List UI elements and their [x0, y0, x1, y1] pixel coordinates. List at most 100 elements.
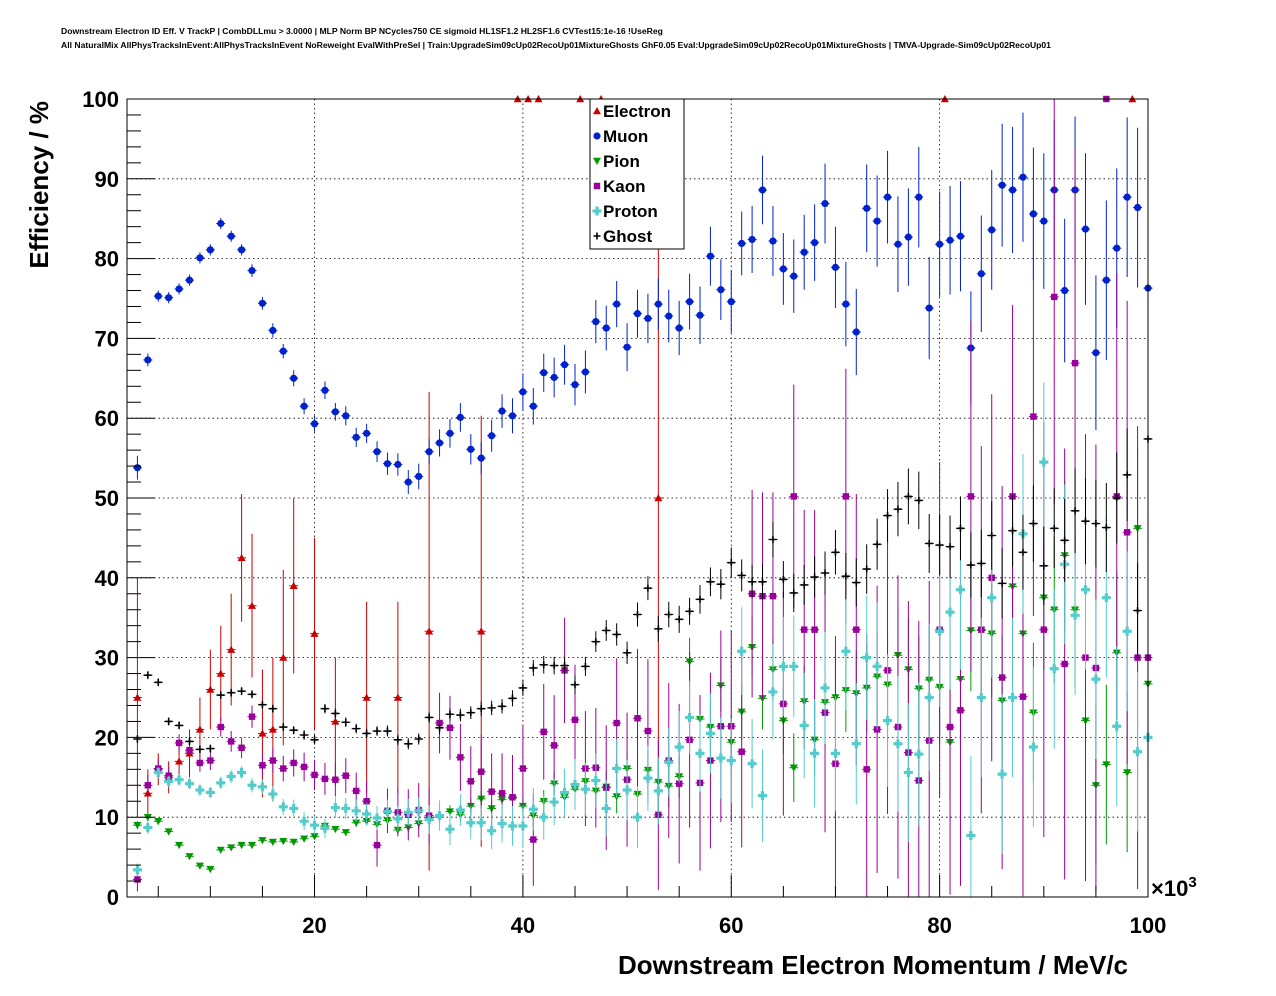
proton-point [643, 773, 653, 783]
proton-point [633, 812, 643, 822]
proton-point [372, 813, 382, 823]
kaon-point [519, 765, 527, 772]
ghost-point [811, 573, 819, 581]
pion-point [268, 838, 277, 846]
muon-point [352, 433, 360, 441]
kaon-point [269, 757, 277, 764]
muon-point [185, 276, 194, 284]
proton-point [143, 823, 153, 833]
muon-series [132, 112, 1153, 495]
muon-point [790, 272, 798, 280]
proton-point [507, 821, 517, 831]
header-line-2: All NaturalMix AllPhysTracksInEvent:AllP… [61, 40, 1051, 50]
x-tick-label: 80 [927, 913, 951, 938]
ghost-point [1019, 548, 1027, 556]
proton-point [841, 646, 851, 656]
muon-point [154, 292, 162, 300]
muon-point [310, 420, 319, 428]
muon-point [988, 226, 996, 234]
muon-point [904, 233, 912, 241]
proton-point [987, 593, 997, 603]
ghost-point [175, 721, 183, 729]
kaon-point [446, 724, 454, 732]
ghost-point [738, 571, 746, 579]
muon-point [675, 324, 683, 332]
muon-point [998, 181, 1006, 189]
muon-point [488, 432, 496, 440]
kaon-point [300, 763, 308, 771]
electron-point [279, 653, 288, 661]
ghost-point [404, 740, 412, 748]
muon-point [894, 240, 902, 248]
muon-point [519, 388, 527, 396]
electron-point [362, 693, 371, 701]
ghost-point [1102, 524, 1110, 532]
kaon-point [957, 707, 964, 714]
muon-point [404, 478, 412, 486]
y-tick-label: 60 [95, 406, 119, 431]
ghost-point [1040, 562, 1048, 570]
ghost-point [436, 724, 444, 732]
ghost-point [665, 611, 673, 619]
ghost-point [550, 662, 558, 670]
ghost-point [363, 729, 371, 737]
proton-point [466, 818, 476, 828]
proton-point [226, 772, 236, 782]
proton-point [455, 805, 465, 815]
kaon-point [259, 762, 266, 769]
muon-point [300, 402, 308, 410]
electron-point [654, 494, 663, 502]
legend-label-pion: Pion [603, 152, 640, 171]
muon-point [623, 343, 631, 351]
ghost-point [1113, 494, 1121, 502]
kaon-point [353, 787, 360, 795]
ghost-point [1081, 517, 1089, 525]
muon-point [883, 193, 892, 201]
kaon-point [134, 876, 141, 883]
kaon-point [790, 493, 797, 500]
muon-point [415, 472, 423, 481]
proton-point [310, 820, 320, 830]
kaon-point [811, 626, 818, 633]
pion-point [164, 828, 173, 836]
muon-point [560, 361, 569, 369]
proton-point [820, 683, 830, 693]
ghost-point [248, 690, 256, 698]
kaon-point [342, 772, 349, 779]
muon-point [279, 347, 287, 355]
proton-point [674, 742, 684, 752]
ghost-point [467, 709, 475, 717]
ghost-point [394, 736, 402, 744]
proton-point [414, 806, 424, 816]
series-layer [132, 95, 1153, 897]
proton-point [382, 807, 392, 817]
ghost-point [321, 705, 329, 713]
proton-point [1122, 626, 1132, 636]
kaon-point [842, 493, 850, 500]
muon-point [654, 300, 662, 308]
kaon-point [175, 739, 183, 747]
ghost-point [675, 615, 683, 623]
proton-point [299, 816, 309, 826]
electron-point [195, 725, 204, 733]
ghost-point [144, 671, 152, 679]
ghost-point [842, 572, 850, 580]
ghost-point [602, 626, 610, 634]
kaon-point [967, 493, 975, 500]
proton-point [705, 728, 715, 738]
kaon-point [634, 715, 641, 722]
proton-point [612, 764, 622, 774]
y-tick-label: 50 [95, 486, 119, 511]
kaon-point [311, 771, 318, 779]
pion-point [154, 817, 163, 826]
electron-point [206, 685, 215, 693]
ghost-point [300, 731, 308, 739]
muon-point [467, 445, 475, 453]
electron-point [227, 645, 236, 653]
muon-point [602, 324, 610, 332]
y-tick-label: 20 [95, 725, 119, 750]
legend-label-ghost: Ghost [603, 227, 652, 246]
proton-point [893, 739, 903, 749]
proton-point [716, 753, 726, 763]
ghost-point [873, 540, 881, 548]
